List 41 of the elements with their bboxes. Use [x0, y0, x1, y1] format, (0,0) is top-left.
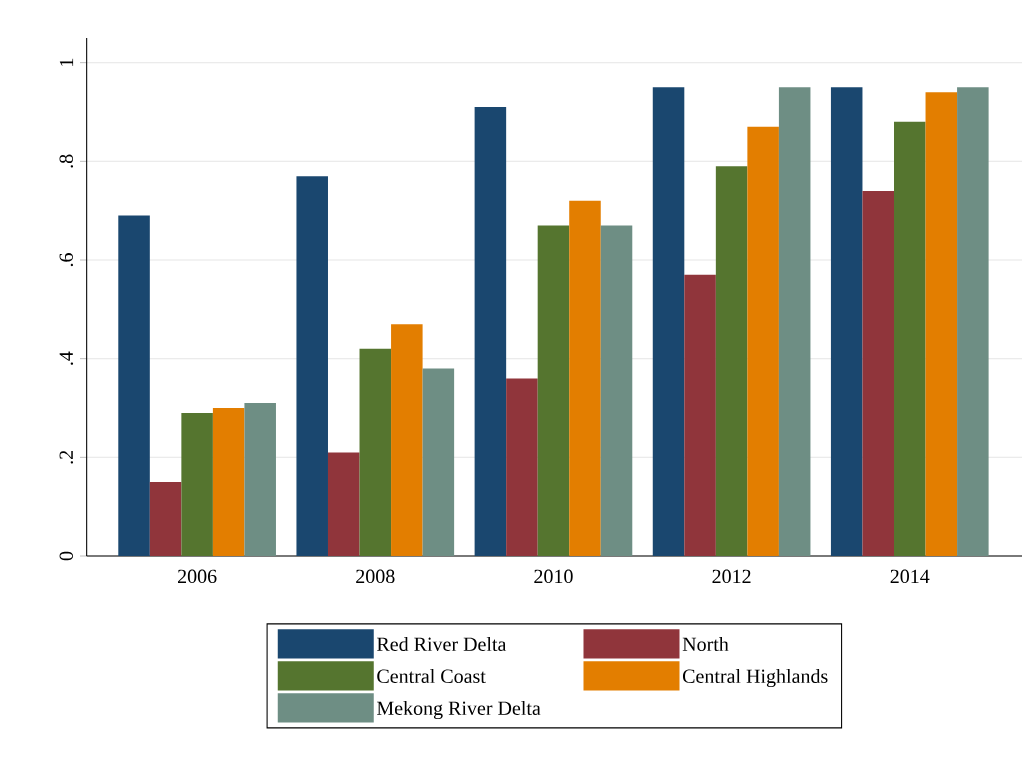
- bar: [778, 87, 811, 556]
- bar: [652, 87, 685, 556]
- x-tick-label: 2010: [534, 569, 573, 584]
- bar: [474, 107, 507, 556]
- y-tick-label: 0: [59, 551, 74, 561]
- bar: [747, 126, 779, 556]
- legend-label: Mekong River Delta: [377, 700, 541, 720]
- bar: [181, 412, 213, 556]
- bar: [212, 408, 245, 556]
- legend-label: North: [682, 636, 729, 651]
- x-tick-label: 2012: [712, 569, 751, 584]
- legend-label: Red River Delta: [377, 636, 507, 651]
- bar: [537, 225, 570, 556]
- bar: [391, 324, 423, 556]
- bar: [327, 452, 360, 556]
- y-tick-label: 1: [59, 58, 74, 66]
- bar: [684, 274, 716, 556]
- bar: [149, 482, 182, 556]
- bar: [862, 190, 894, 556]
- legend-label: Central Coast: [377, 668, 486, 684]
- bar: [296, 176, 328, 556]
- bar: [957, 87, 989, 556]
- x-tick-label: 2008: [356, 569, 395, 584]
- x-tick-label: 2006: [178, 569, 217, 584]
- bar: [359, 348, 392, 556]
- bar: [600, 225, 633, 556]
- bar: [569, 200, 601, 556]
- bar: [506, 378, 538, 556]
- bar: [422, 368, 455, 556]
- y-tick-label: .2: [59, 450, 74, 464]
- y-tick-label: .4: [59, 351, 74, 365]
- bar: [715, 166, 748, 556]
- bar: [894, 121, 926, 556]
- y-tick-label: .6: [59, 253, 74, 267]
- bar: [118, 215, 150, 556]
- x-tick-label: 2014: [890, 569, 930, 584]
- bar: [244, 403, 276, 556]
- bar: [925, 92, 958, 556]
- legend-label: Central Highlands: [682, 668, 828, 688]
- y-tick-label: .8: [59, 154, 74, 168]
- bar: [830, 87, 863, 556]
